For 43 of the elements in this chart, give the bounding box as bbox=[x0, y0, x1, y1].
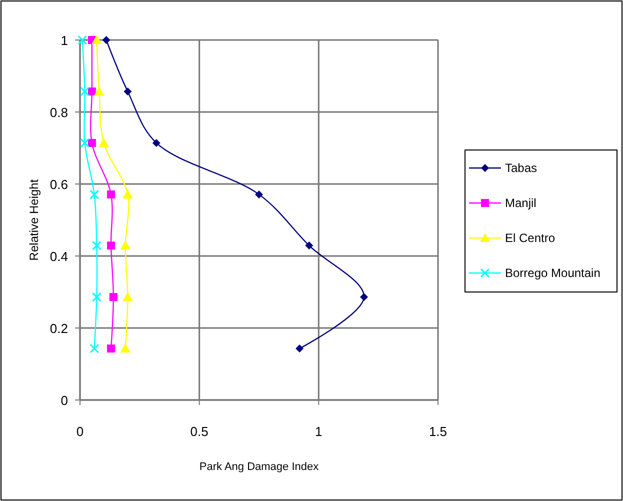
point bbox=[296, 344, 304, 353]
y-tick-label: 1 bbox=[60, 33, 68, 48]
legend-label: Borrego Mountain bbox=[505, 266, 600, 280]
x-axis-title: Park Ang Damage Index bbox=[199, 461, 320, 473]
point bbox=[88, 138, 96, 147]
x-tick-label: 0.5 bbox=[190, 424, 208, 439]
point bbox=[107, 242, 116, 250]
point bbox=[107, 190, 116, 198]
point bbox=[122, 292, 133, 302]
y-tick-label: 0 bbox=[60, 393, 68, 408]
point bbox=[90, 190, 100, 200]
legend-label: El Centro bbox=[505, 231, 556, 245]
point bbox=[88, 87, 96, 96]
point bbox=[78, 35, 88, 45]
y-tick-label: 0.4 bbox=[50, 249, 68, 264]
y-axis-title: Relative Height bbox=[27, 178, 41, 261]
x-tick-label: 0 bbox=[76, 424, 84, 439]
point bbox=[120, 344, 130, 353]
y-tick-label: 0.6 bbox=[50, 177, 68, 192]
point bbox=[92, 292, 102, 302]
x-tick-label: 1 bbox=[315, 424, 322, 439]
point bbox=[92, 35, 102, 44]
point bbox=[102, 36, 110, 44]
point bbox=[305, 242, 314, 250]
x-tick-label: 1.5 bbox=[428, 424, 448, 439]
legend-label: Manjil bbox=[505, 196, 536, 210]
point bbox=[94, 86, 104, 96]
point bbox=[80, 138, 90, 148]
point bbox=[255, 190, 263, 198]
y-tick-label: 0.2 bbox=[50, 321, 68, 336]
point bbox=[109, 293, 118, 302]
point bbox=[107, 344, 116, 353]
point bbox=[90, 344, 100, 354]
point bbox=[120, 240, 130, 250]
point bbox=[360, 293, 368, 302]
legend-label: Tabas bbox=[505, 161, 538, 175]
y-tick-label: 0.8 bbox=[50, 105, 68, 120]
point bbox=[98, 138, 109, 147]
point bbox=[124, 87, 132, 96]
point bbox=[122, 189, 133, 198]
point bbox=[92, 240, 102, 250]
point bbox=[152, 138, 160, 147]
point bbox=[80, 86, 90, 96]
